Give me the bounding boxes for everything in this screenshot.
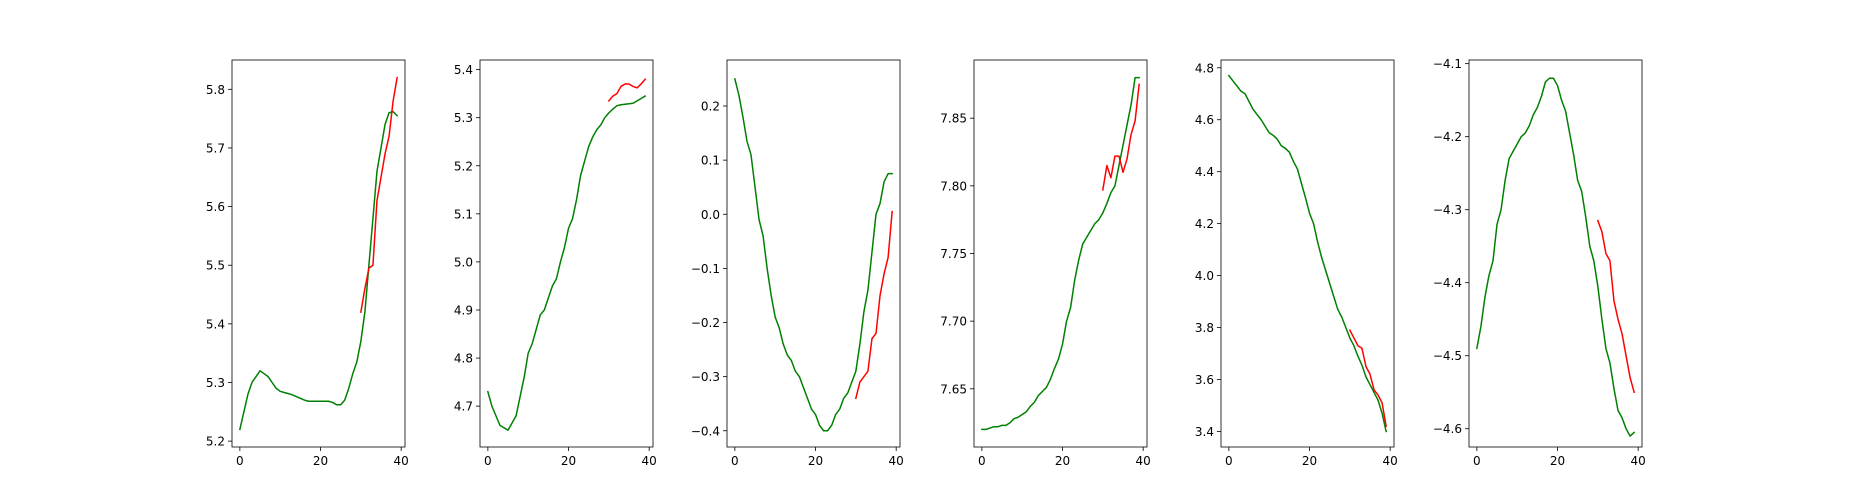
y-tick-label: 3.8 bbox=[1195, 321, 1214, 335]
axes-frame bbox=[479, 59, 654, 448]
x-tick-label: 20 bbox=[313, 454, 328, 468]
y-tick-label: 4.7 bbox=[454, 400, 473, 414]
y-tick-label: 4.0 bbox=[1195, 269, 1214, 283]
series-line-green bbox=[486, 95, 647, 431]
y-tick-label: 5.8 bbox=[206, 83, 225, 97]
y-tick-label: 3.6 bbox=[1195, 373, 1214, 387]
x-tick-label: 40 bbox=[1631, 454, 1646, 468]
x-tick-label: 0 bbox=[978, 454, 986, 468]
y-tick-label: −4.1 bbox=[1433, 57, 1462, 71]
y-tick-label: 4.8 bbox=[1195, 61, 1214, 75]
y-tick-label: 4.4 bbox=[1195, 165, 1214, 179]
series-line-green bbox=[1475, 77, 1636, 437]
y-tick-label: 7.80 bbox=[940, 179, 967, 193]
x-tick-label: 0 bbox=[236, 454, 244, 468]
axes-frame bbox=[726, 59, 901, 448]
y-tick-label: −4.6 bbox=[1433, 422, 1462, 436]
x-tick-label: 40 bbox=[1383, 454, 1398, 468]
series-line-red bbox=[1348, 329, 1388, 428]
y-tick-label: 5.4 bbox=[454, 63, 473, 77]
axes-frame bbox=[1220, 59, 1395, 448]
y-tick-label: 5.5 bbox=[206, 259, 225, 273]
y-tick-label: 5.2 bbox=[206, 435, 225, 449]
y-tick-label: 7.70 bbox=[940, 315, 967, 329]
y-tick-label: −4.4 bbox=[1433, 276, 1462, 290]
y-tick-label: −4.5 bbox=[1433, 349, 1462, 363]
series-line-red bbox=[1101, 83, 1140, 191]
x-tick-label: 20 bbox=[1550, 454, 1565, 468]
series-line-green bbox=[238, 110, 399, 431]
x-tick-label: 20 bbox=[561, 454, 576, 468]
x-tick-label: 40 bbox=[394, 454, 409, 468]
x-tick-label: 0 bbox=[1473, 454, 1481, 468]
y-tick-label: 5.1 bbox=[454, 207, 473, 221]
x-tick-label: 0 bbox=[484, 454, 492, 468]
x-tick-label: 40 bbox=[1136, 454, 1151, 468]
y-tick-label: 0.0 bbox=[701, 208, 720, 222]
y-tick-label: 5.3 bbox=[454, 111, 473, 125]
x-tick-label: 0 bbox=[1225, 454, 1233, 468]
y-tick-label: −0.3 bbox=[691, 370, 720, 384]
subplot-6: 0 20 40 −4.6 −4.5 −4.4 −4.3 −4.2 −4.1 bbox=[1433, 57, 1646, 468]
subplot-5: 0 20 40 3.4 3.6 3.8 4.0 4.2 4.4 4.6 4.8 bbox=[1195, 59, 1398, 468]
y-tick-label: 7.65 bbox=[940, 382, 967, 396]
y-tick-label: −4.2 bbox=[1433, 130, 1462, 144]
y-tick-label: 4.2 bbox=[1195, 217, 1214, 231]
series-line-green bbox=[981, 76, 1140, 431]
axes-frame bbox=[973, 59, 1148, 448]
subplot-3: 0 20 40 −0.4 −0.3 −0.2 −0.1 0.0 0.1 0.2 bbox=[691, 59, 904, 468]
series-line-green bbox=[1227, 74, 1388, 433]
y-tick-label: 0.2 bbox=[701, 100, 720, 114]
y-tick-label: −0.1 bbox=[691, 262, 720, 276]
y-tick-label: 5.3 bbox=[206, 376, 225, 390]
series-line-red bbox=[607, 78, 647, 102]
series-line-red bbox=[1596, 219, 1636, 394]
y-tick-label: 5.6 bbox=[206, 200, 225, 214]
y-tick-label: 4.9 bbox=[454, 303, 473, 317]
subplot-2: 0 20 40 4.7 4.8 4.9 5.0 5.1 5.2 5.3 5.4 bbox=[454, 59, 657, 468]
y-tick-label: 4.8 bbox=[454, 352, 473, 366]
subplot-1: 0 20 40 5.2 5.3 5.4 5.5 5.6 5.7 5.8 bbox=[206, 59, 409, 468]
y-tick-label: 3.4 bbox=[1195, 425, 1214, 439]
x-tick-label: 40 bbox=[642, 454, 657, 468]
y-tick-label: −0.2 bbox=[691, 316, 720, 330]
subplot-4: 0 20 40 7.65 7.70 7.75 7.80 7.85 bbox=[940, 59, 1151, 468]
axes-frame bbox=[231, 59, 406, 448]
x-tick-label: 20 bbox=[1055, 454, 1070, 468]
x-tick-label: 20 bbox=[1302, 454, 1317, 468]
series-line-red bbox=[854, 210, 893, 400]
x-tick-label: 20 bbox=[808, 454, 823, 468]
y-tick-label: 5.4 bbox=[206, 317, 225, 331]
y-tick-label: 5.0 bbox=[454, 255, 473, 269]
y-tick-label: 0.1 bbox=[701, 154, 720, 168]
y-tick-label: 7.85 bbox=[940, 112, 967, 126]
x-tick-label: 0 bbox=[731, 454, 739, 468]
y-tick-label: 5.7 bbox=[206, 141, 225, 155]
y-tick-label: 7.75 bbox=[940, 247, 967, 261]
y-tick-label: 4.6 bbox=[1195, 113, 1214, 127]
y-tick-label: −4.3 bbox=[1433, 203, 1462, 217]
y-tick-label: 5.2 bbox=[454, 159, 473, 173]
series-line-red bbox=[359, 76, 399, 314]
axes-frame bbox=[1468, 59, 1643, 448]
y-tick-label: −0.4 bbox=[691, 424, 720, 438]
series-line-green bbox=[733, 78, 893, 432]
x-tick-label: 40 bbox=[889, 454, 904, 468]
